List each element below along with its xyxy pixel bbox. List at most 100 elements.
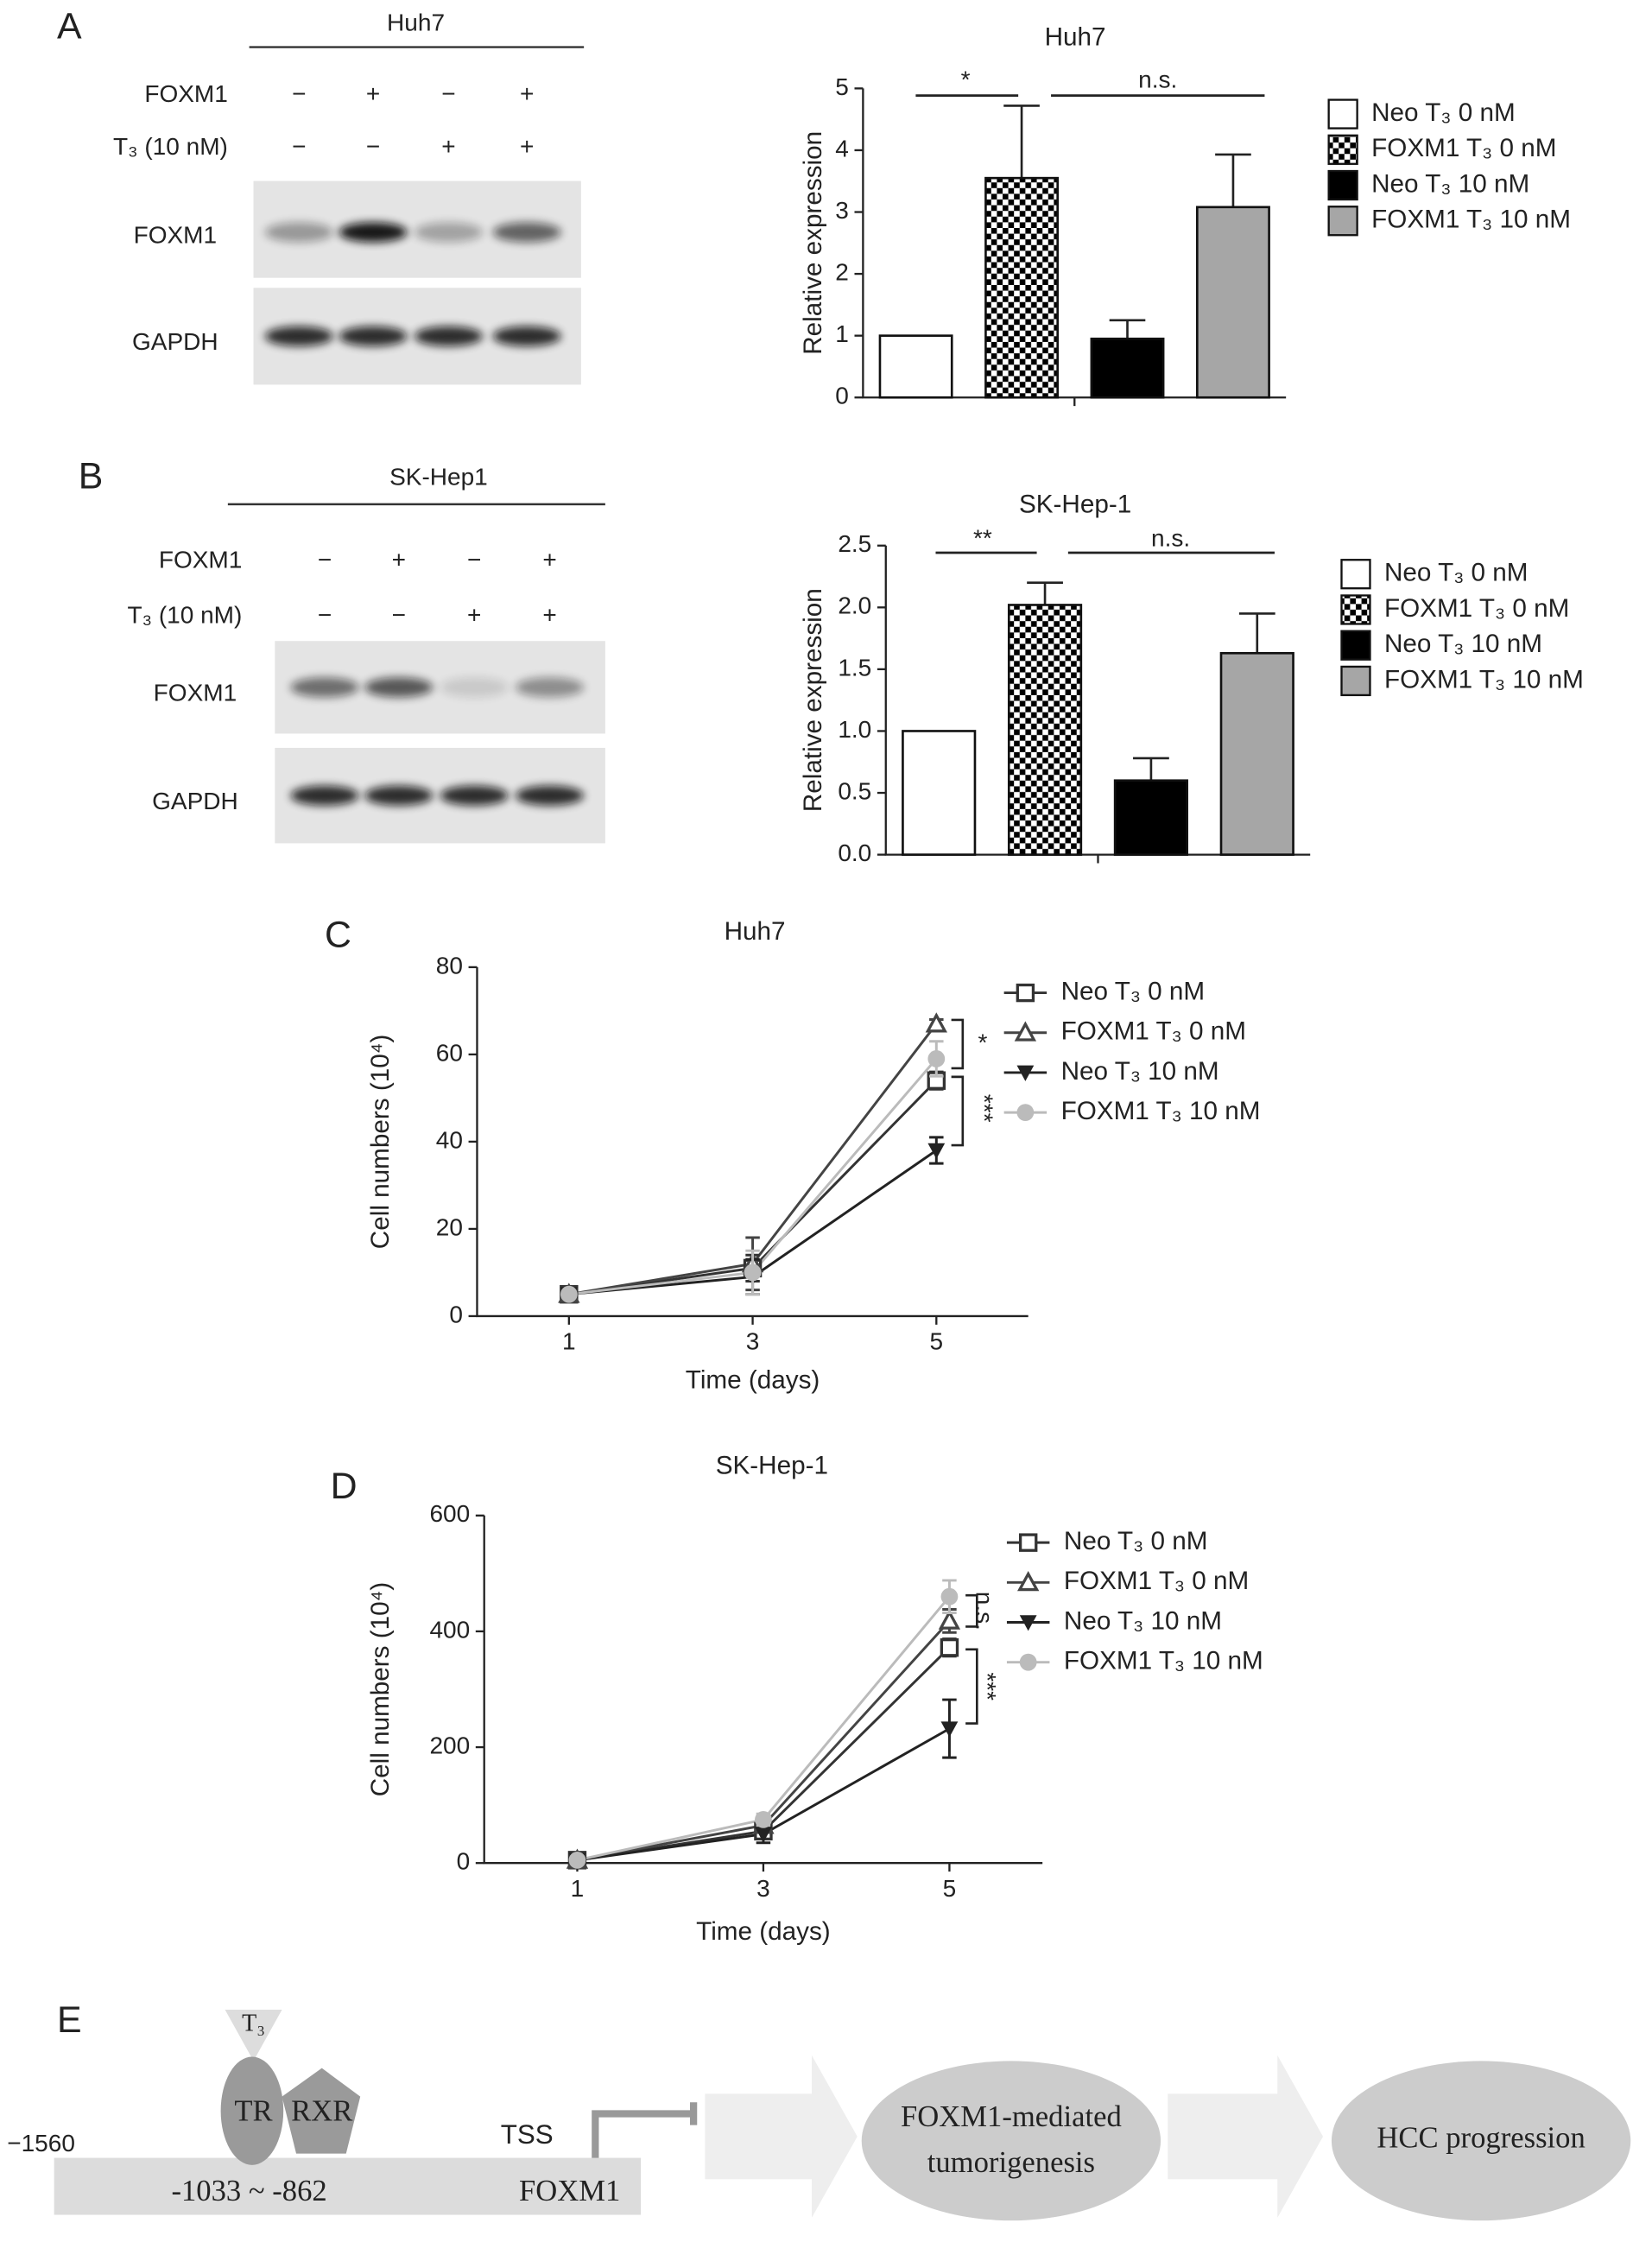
bar xyxy=(1007,604,1083,856)
chart-title: SK-Hep-1 xyxy=(1019,490,1131,518)
band-label: GAPDH xyxy=(152,788,238,814)
row-label: FOXM1 xyxy=(144,80,228,107)
legend-label: FOXM1 T₃ 10 nM xyxy=(1061,1097,1261,1125)
y-axis-title: Cell numbers (10⁴) xyxy=(366,1035,395,1250)
x-axis-title: Time (days) xyxy=(686,1366,820,1395)
legend-label: Neo T₃ 0 nM xyxy=(1061,977,1206,1005)
lane-sign: + xyxy=(542,546,556,573)
significance-label: n.s. xyxy=(1151,525,1190,552)
y-tick-label: 5 xyxy=(835,73,849,100)
legend-label: FOXM1 T₃ 10 nM xyxy=(1064,1647,1263,1675)
marker xyxy=(560,1285,578,1303)
legend-label: Neo T₃ 0 nM xyxy=(1371,98,1516,127)
y-tick-label: 0.0 xyxy=(838,839,871,866)
y-axis-title: Relative expression xyxy=(799,131,827,355)
outcome-ellipse xyxy=(1331,2061,1631,2221)
legend-swatch xyxy=(1340,594,1371,625)
marker xyxy=(940,1721,959,1738)
significance-bracket xyxy=(951,1075,965,1147)
outcome-label: tumorigenesis xyxy=(927,2146,1095,2179)
y-tick-label: 0 xyxy=(457,1848,471,1875)
panel-label: D xyxy=(331,1466,358,1507)
x-tick-label: 3 xyxy=(756,1875,770,1902)
bar xyxy=(1195,206,1270,399)
y-tick-label: 1 xyxy=(835,320,849,347)
blot-title: Huh7 xyxy=(387,10,445,36)
y-axis-title: Cell numbers (10⁴) xyxy=(366,1582,395,1797)
outcome-ellipse xyxy=(861,2061,1161,2221)
chart-title: Huh7 xyxy=(1045,22,1106,51)
x-tick-label: 5 xyxy=(930,1328,944,1355)
band-label: GAPDH xyxy=(132,328,218,355)
lane-sign: − xyxy=(318,546,332,573)
y-tick-label: 80 xyxy=(436,952,463,978)
y-tick-label: 2.5 xyxy=(838,530,871,557)
y-tick-label: 0 xyxy=(835,383,849,409)
y-tick-label: 600 xyxy=(429,1500,470,1527)
legend-swatch xyxy=(1340,559,1371,590)
legend-label: FOXM1 T₃ 0 nM xyxy=(1384,594,1569,623)
rxr-shape xyxy=(282,2068,361,2154)
marker xyxy=(925,1012,947,1033)
significance-label: * xyxy=(978,1029,987,1055)
panel-label: C xyxy=(325,915,351,956)
marker xyxy=(940,1587,959,1606)
marker xyxy=(1017,1570,1040,1592)
y-tick-label: 3 xyxy=(835,197,849,224)
y-tick-label: 4 xyxy=(835,135,849,162)
lane-sign: − xyxy=(292,133,306,160)
blot-band xyxy=(515,785,585,806)
significance-label: *** xyxy=(971,1094,997,1123)
x-tick-label: 5 xyxy=(943,1875,957,1902)
legend-label: Neo T₃ 10 nM xyxy=(1061,1057,1219,1086)
position-label: −1560 xyxy=(7,2130,75,2156)
y-tick-label: 60 xyxy=(436,1039,463,1066)
promoter-bar xyxy=(54,2157,642,2215)
ligand-label: T₃ xyxy=(242,2011,265,2037)
bar xyxy=(902,730,977,856)
significance-bracket xyxy=(965,1593,978,1628)
receptor-label: TR xyxy=(234,2094,273,2127)
lane-sign: − xyxy=(318,602,332,629)
x-tick-label: 1 xyxy=(562,1328,576,1355)
legend-label: Neo T₃ 0 nM xyxy=(1384,559,1529,587)
lane-sign: − xyxy=(467,546,481,573)
row-label: FOXM1 xyxy=(159,546,243,573)
band-label: FOXM1 xyxy=(154,679,237,706)
blot-band xyxy=(290,677,359,698)
significance-bracket xyxy=(965,1648,978,1725)
tss-arrow xyxy=(592,2102,698,2158)
legend-swatch xyxy=(1327,98,1358,130)
blot-band xyxy=(290,785,359,806)
marker xyxy=(938,1609,961,1630)
region-label: -1033 ~ -862 xyxy=(171,2175,326,2207)
lane-sign: − xyxy=(441,80,455,107)
blot-band xyxy=(264,222,333,243)
chart-title: SK-Hep-1 xyxy=(716,1452,828,1480)
panel-label: E xyxy=(57,1999,82,2041)
significance-label: *** xyxy=(974,1672,1001,1700)
lane-sign: + xyxy=(467,602,481,629)
outcome-label: FOXM1-mediated xyxy=(901,2100,1122,2133)
legend-label: FOXM1 T₃ 0 nM xyxy=(1061,1017,1246,1046)
marker xyxy=(1016,983,1035,1003)
marker xyxy=(568,1851,586,1869)
y-tick-label: 20 xyxy=(436,1213,463,1240)
legend-label: Neo T₃ 10 nM xyxy=(1384,630,1542,658)
significance-label: * xyxy=(961,66,971,93)
marker xyxy=(1016,1104,1035,1121)
y-tick-label: 2.0 xyxy=(838,592,871,619)
marker xyxy=(744,1264,762,1282)
tss-label: TSS xyxy=(501,2119,554,2150)
legend-label: Neo T₃ 10 nM xyxy=(1371,169,1529,198)
lane-sign: + xyxy=(542,602,556,629)
bar xyxy=(1090,337,1165,399)
blot-band xyxy=(440,677,509,698)
bar xyxy=(984,176,1060,399)
lane-sign: + xyxy=(392,546,406,573)
blot-band xyxy=(264,326,333,346)
outcome-label: HCC progression xyxy=(1377,2122,1585,2155)
x-tick-label: 1 xyxy=(571,1875,585,1902)
blot-band xyxy=(364,677,434,698)
